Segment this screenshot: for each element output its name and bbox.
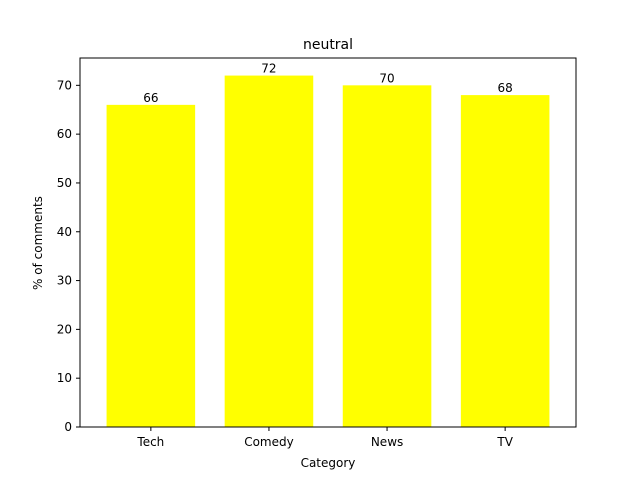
y-axis-label: % of comments [31,196,45,290]
data-label-news: 70 [379,71,394,85]
y-tick-label: 60 [57,127,72,141]
x-tick-label: News [371,435,403,449]
y-tick-label: 0 [64,420,72,434]
x-tick-label: Comedy [244,435,294,449]
x-axis-label: Category [301,456,356,470]
y-axis: 0 10 20 30 40 50 60 70 [57,78,80,434]
bar-tv [460,95,550,427]
data-label-comedy: 72 [261,62,276,76]
bar-comedy [224,75,314,427]
x-axis: Tech Comedy News TV [136,427,514,449]
bars-group [106,75,550,428]
y-tick-label: 70 [57,78,72,92]
y-tick-label: 20 [57,322,72,336]
plot-frame [79,57,577,428]
bar-news [342,85,432,427]
bar-tech [106,104,196,428]
y-tick-label: 40 [57,225,72,239]
chart-title: neutral [303,37,353,53]
data-label-tv: 68 [497,81,512,95]
data-label-tech: 66 [143,91,158,105]
y-tick-label: 30 [57,274,72,288]
x-tick-label: TV [496,435,513,449]
y-tick-label: 10 [57,371,72,385]
data-labels-group: 66 72 70 68 [143,62,513,105]
x-tick-label: Tech [136,435,164,449]
y-tick-label: 50 [57,176,72,190]
